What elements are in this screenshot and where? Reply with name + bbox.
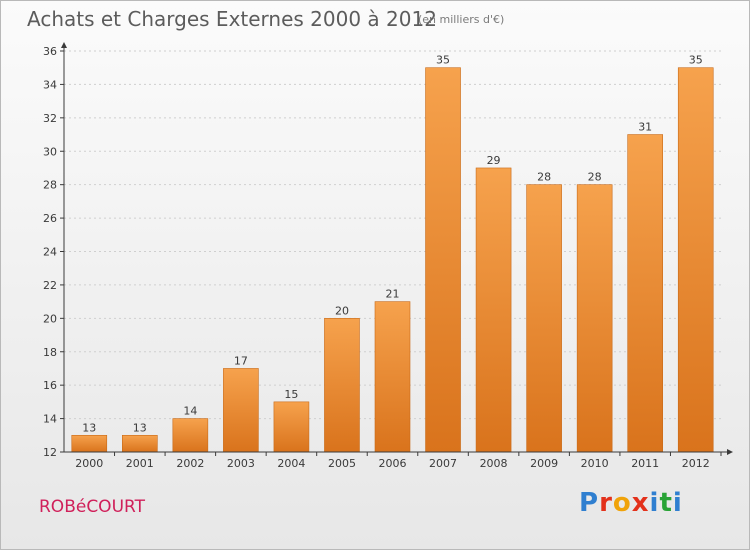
bar-value-label: 17 <box>234 354 248 367</box>
y-tick-label: 20 <box>43 312 57 325</box>
proxiti-logo[interactable]: Proxiti <box>579 488 683 518</box>
y-tick-label: 30 <box>43 145 57 158</box>
bar-value-label: 13 <box>133 421 147 434</box>
bar <box>627 134 663 453</box>
x-tick-label: 2004 <box>277 457 305 470</box>
bar-value-label: 29 <box>487 154 501 167</box>
y-tick-label: 22 <box>43 279 57 292</box>
bar <box>526 184 562 453</box>
bar-value-label: 20 <box>335 304 349 317</box>
bar <box>172 418 209 453</box>
bar <box>677 67 714 453</box>
x-axis: 2000 2001 2002 2003 2004 2005 2006 2007 2008 2009… <box>64 449 733 470</box>
brand-letter: t <box>659 488 673 518</box>
bar <box>425 67 461 453</box>
x-tick-label: 2005 <box>328 457 356 470</box>
bar <box>324 318 360 453</box>
bar-value-label: 31 <box>638 121 652 134</box>
brand-letter: r <box>599 488 613 518</box>
x-tick-label: 2001 <box>126 457 154 470</box>
x-tick-label: 2011 <box>631 457 659 470</box>
y-axis: 12 14 16 18 20 22 24 26 28 30 32 34 36 <box>43 42 67 459</box>
bar <box>273 401 310 453</box>
x-tick-label: 2007 <box>429 457 457 470</box>
bar <box>475 167 512 453</box>
y-axis-arrow <box>61 42 67 48</box>
y-tick-label: 26 <box>43 212 57 225</box>
brand-letter: i <box>649 488 660 518</box>
chart-title: Achats et Charges Externes 2000 à 2012 <box>27 7 437 31</box>
bar-value-label: 21 <box>386 288 400 301</box>
bar-value-label: 28 <box>537 171 551 184</box>
bar <box>576 184 613 453</box>
y-tick-label: 16 <box>43 379 57 392</box>
x-tick-label: 2000 <box>75 457 103 470</box>
brand-letter: i <box>672 488 683 518</box>
x-tick-label: 2006 <box>379 457 407 470</box>
bar-value-label: 28 <box>588 171 602 184</box>
bar-value-label: 35 <box>689 54 703 67</box>
brand-letter: o <box>612 488 632 518</box>
y-tick-label: 28 <box>43 179 57 192</box>
bar <box>223 368 259 453</box>
x-tick-label: 2012 <box>682 457 710 470</box>
y-tick-label: 24 <box>43 246 57 259</box>
commune-name: ROBéCOURT <box>39 497 145 517</box>
bar <box>374 301 411 453</box>
chart-subtitle: (en milliers d'€) <box>418 13 505 26</box>
x-axis-arrow <box>727 449 733 455</box>
bar-value-label: 14 <box>183 405 197 418</box>
x-tick-label: 2003 <box>227 457 255 470</box>
x-tick-label: 2002 <box>176 457 204 470</box>
x-tick-label: 2009 <box>530 457 558 470</box>
x-tick-label: 2008 <box>480 457 508 470</box>
y-tick-label: 32 <box>43 112 57 125</box>
brand-letter: P <box>579 488 600 518</box>
bar-value-label: 15 <box>284 388 298 401</box>
y-tick-label: 34 <box>43 78 57 91</box>
y-tick-label: 36 <box>43 45 57 58</box>
bars: 13 13 14 17 15 20 21 35 29 28 28 31 35 <box>71 54 714 453</box>
bar <box>122 434 158 453</box>
y-tick-label: 12 <box>43 446 57 459</box>
bar-value-label: 35 <box>436 54 450 67</box>
y-tick-label: 14 <box>43 413 57 426</box>
x-tick-label: 2010 <box>581 457 609 470</box>
bar-value-label: 13 <box>82 421 96 434</box>
y-tick-label: 18 <box>43 346 57 359</box>
bar <box>71 434 108 453</box>
brand-letter: x <box>631 488 650 518</box>
